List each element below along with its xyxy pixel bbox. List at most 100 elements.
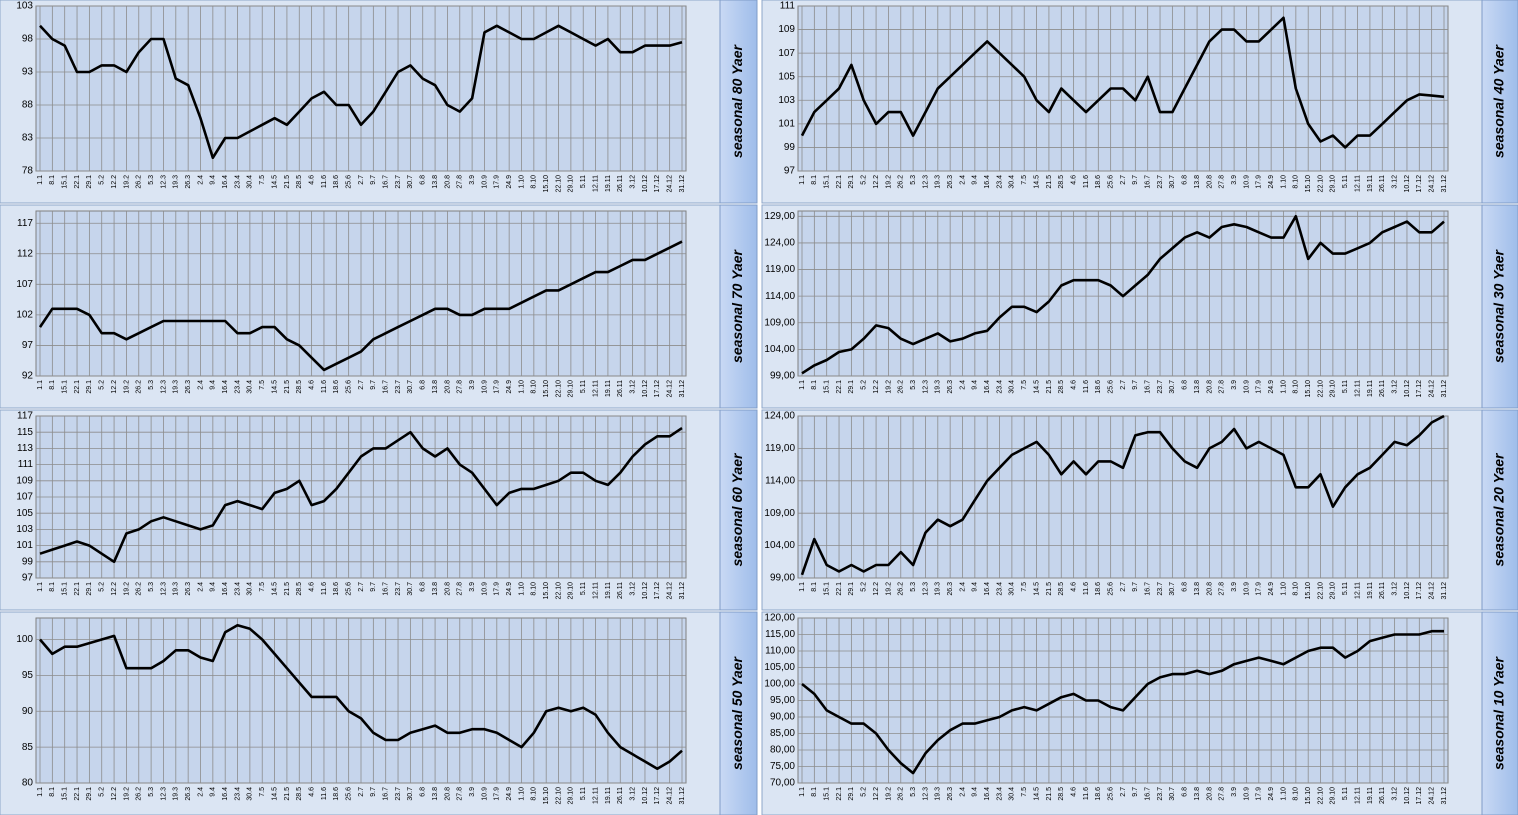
x-tick-label: 5.3	[910, 787, 917, 797]
x-tick-label: 9.4	[972, 582, 979, 592]
x-tick-label: 1.10	[1280, 380, 1287, 394]
x-tick-label: 31.12	[1441, 380, 1448, 398]
x-tick-label: 23.7	[1157, 787, 1164, 801]
x-tick-label: 28.5	[296, 787, 303, 801]
x-tick-label: 11.6	[321, 175, 328, 188]
x-tick-label: 4.6	[308, 380, 315, 390]
x-tick-label: 24.12	[666, 380, 673, 398]
x-tick-label: 1.1	[37, 582, 44, 592]
x-tick-label: 2.7	[358, 175, 365, 185]
x-tick-label: 23.7	[1157, 380, 1164, 394]
x-tick-label: 6.8	[420, 787, 427, 797]
x-tick-label: 3.12	[629, 175, 636, 189]
x-tick-label: 22.1	[74, 582, 81, 596]
chart-title: seasonal 80 Yaer	[729, 44, 745, 158]
x-tick-label: 25.6	[345, 175, 352, 189]
x-tick-label: 26.3	[947, 380, 954, 394]
x-tick-label: 26.11	[1379, 787, 1386, 804]
x-tick-label: 24.9	[1268, 787, 1275, 801]
x-tick-label: 18.6	[333, 787, 340, 801]
x-tick-label: 8.10	[1293, 380, 1300, 394]
x-tick-label: 18.6	[1095, 582, 1102, 596]
x-tick-label: 30.7	[407, 582, 414, 596]
y-tick-label: 95,00	[770, 695, 795, 706]
x-tick-label: 24.12	[1428, 175, 1435, 193]
x-tick-label: 2.4	[197, 380, 204, 390]
x-tick-label: 30.7	[1169, 787, 1176, 801]
x-tick-label: 16.4	[222, 582, 229, 596]
x-tick-label: 26.3	[947, 787, 954, 801]
x-tick-label: 19.2	[885, 380, 892, 394]
x-tick-label: 29.10	[1330, 175, 1337, 193]
x-tick-label: 12.3	[160, 787, 167, 801]
x-tick-label: 15.10	[1305, 175, 1312, 193]
y-tick-label: 101	[778, 118, 795, 129]
x-tick-label: 14.5	[271, 582, 278, 596]
y-tick-label: 102	[16, 310, 33, 321]
x-tick-label: 28.5	[1058, 380, 1065, 394]
x-tick-label: 11.6	[321, 582, 328, 595]
x-tick-label: 8.10	[1293, 175, 1300, 189]
x-tick-label: 11.6	[1083, 380, 1090, 393]
x-tick-label: 11.6	[1083, 175, 1090, 188]
x-tick-label: 1.1	[799, 380, 806, 390]
x-tick-label: 10.9	[481, 175, 488, 189]
y-tick-label: 97	[784, 166, 796, 177]
x-tick-label: 9.4	[210, 787, 217, 797]
x-tick-label: 7.5	[1021, 582, 1028, 592]
x-tick-label: 3.12	[1391, 787, 1398, 801]
y-tick-label: 75,00	[770, 761, 795, 772]
x-tick-label: 28.5	[1058, 787, 1065, 801]
x-tick-label: 5.11	[580, 582, 587, 595]
x-tick-label: 4.6	[1070, 175, 1077, 185]
y-tick-label: 97	[22, 573, 34, 584]
x-tick-label: 26.11	[617, 787, 624, 804]
x-tick-label: 16.7	[1145, 582, 1152, 596]
x-tick-label: 15.10	[543, 175, 550, 193]
y-tick-label: 117	[17, 218, 33, 229]
x-tick-label: 30.7	[1169, 380, 1176, 394]
x-tick-label: 3.9	[469, 175, 476, 185]
x-tick-label: 26.3	[185, 787, 192, 801]
x-tick-label: 9.4	[210, 380, 217, 390]
x-tick-label: 16.7	[383, 787, 390, 801]
x-tick-label: 20.8	[444, 380, 451, 394]
x-tick-label: 31.12	[1441, 582, 1448, 600]
x-tick-label: 23.4	[996, 380, 1003, 394]
x-tick-label: 4.6	[1070, 380, 1077, 390]
y-tick-label: 109,00	[764, 508, 795, 519]
x-tick-label: 3.12	[1391, 175, 1398, 189]
x-tick-label: 14.5	[1033, 380, 1040, 394]
x-tick-label: 13.8	[432, 787, 439, 801]
chart-panel: seasonal 10 Yaer 70,00 75,00 80,00 85,00 90,0…	[761, 611, 1518, 815]
x-tick-label: 25.6	[1107, 582, 1114, 596]
x-tick-label: 19.3	[935, 380, 942, 394]
x-tick-label: 12.11	[592, 380, 599, 397]
chart-panel: seasonal 40 Yaer 97 99 101 103 105 107 109 111 1.…	[761, 0, 1518, 204]
x-tick-label: 14.5	[1033, 175, 1040, 189]
x-tick-label: 2.4	[959, 380, 966, 390]
x-tick-label: 5.3	[148, 582, 155, 592]
x-tick-label: 10.9	[481, 380, 488, 394]
x-tick-label: 20.8	[444, 787, 451, 801]
y-tick-label: 88	[22, 100, 34, 111]
x-tick-label: 16.4	[222, 380, 229, 394]
x-tick-label: 27.8	[457, 582, 464, 596]
x-tick-label: 22.10	[1317, 787, 1324, 805]
x-tick-label: 22.1	[836, 380, 843, 394]
x-tick-label: 24.12	[666, 175, 673, 193]
y-tick-label: 70,00	[770, 778, 795, 789]
x-tick-label: 17.12	[1416, 582, 1423, 600]
y-tick-label: 103	[16, 524, 33, 535]
x-tick-label: 2.4	[959, 787, 966, 797]
x-tick-label: 23.7	[395, 175, 402, 189]
x-tick-label: 26.3	[185, 582, 192, 596]
side-box	[1481, 611, 1518, 815]
x-tick-label: 5.11	[580, 787, 587, 800]
x-tick-label: 22.1	[74, 380, 81, 394]
x-tick-label: 30.4	[247, 787, 254, 801]
x-tick-label: 13.8	[432, 582, 439, 596]
x-tick-label: 18.6	[1095, 787, 1102, 801]
x-tick-label: 31.12	[679, 380, 686, 398]
x-tick-label: 30.7	[407, 787, 414, 801]
